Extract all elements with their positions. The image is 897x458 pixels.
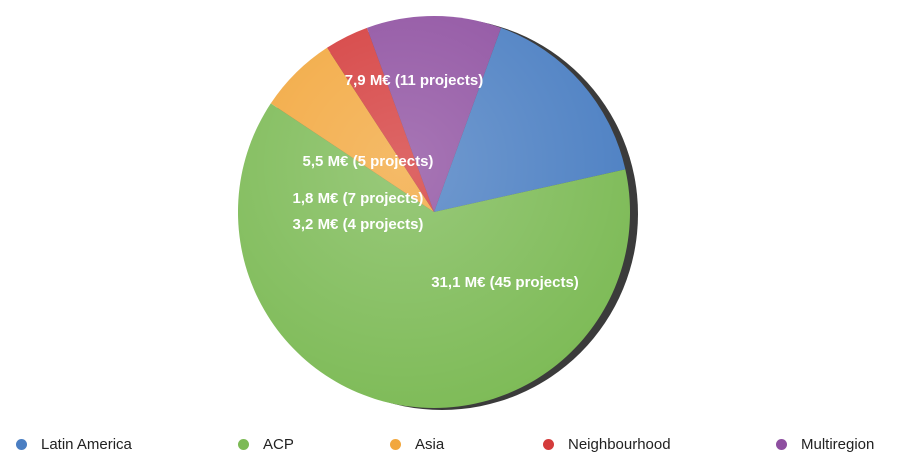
legend-marker bbox=[238, 439, 249, 450]
legend-label: Neighbourhood bbox=[568, 436, 671, 453]
slice-label-neighbourhood: 1,8 M€ (7 projects) bbox=[293, 190, 424, 207]
pie-chart: 7,9 M€ (11 projects) 31,1 M€ (45 projects… bbox=[237, 15, 638, 410]
legend: Latin America ACP Asia Neighbourhood Multire… bbox=[0, 436, 897, 458]
legend-marker bbox=[543, 439, 554, 450]
legend-item-asia[interactable]: Asia bbox=[390, 436, 444, 453]
slice-label-multiregion: 5,5 M€ (5 projects) bbox=[303, 153, 434, 170]
pie-highlight bbox=[238, 16, 630, 408]
legend-item-latin-america[interactable]: Latin America bbox=[16, 436, 132, 453]
slice-label-latin-america: 7,9 M€ (11 projects) bbox=[345, 72, 483, 89]
legend-label: ACP bbox=[263, 436, 294, 453]
legend-item-neighbourhood[interactable]: Neighbourhood bbox=[543, 436, 671, 453]
pie-labels: 7,9 M€ (11 projects) 31,1 M€ (45 projects… bbox=[293, 72, 579, 291]
slice-label-acp: 31,1 M€ (45 projects) bbox=[431, 274, 579, 291]
legend-marker bbox=[390, 439, 401, 450]
legend-label: Latin America bbox=[41, 436, 132, 453]
legend-marker bbox=[16, 439, 27, 450]
legend-label: Asia bbox=[415, 436, 445, 453]
slice-label-asia: 3,2 M€ (4 projects) bbox=[293, 216, 424, 233]
legend-item-multiregion[interactable]: Multiregion bbox=[776, 436, 874, 453]
legend-label: Multiregion bbox=[801, 436, 875, 453]
legend-marker bbox=[776, 439, 787, 450]
legend-item-acp[interactable]: ACP bbox=[238, 436, 294, 453]
